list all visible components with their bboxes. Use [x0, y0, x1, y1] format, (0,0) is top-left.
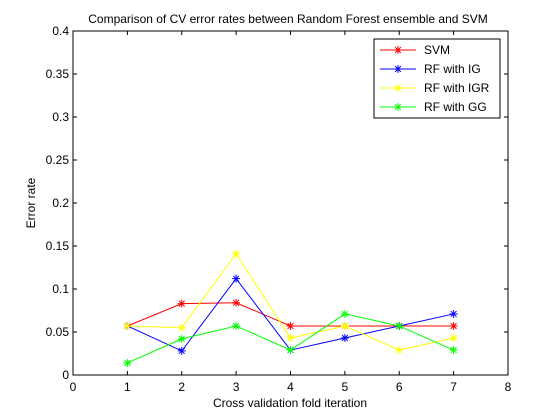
data-point	[395, 321, 404, 330]
data-point	[286, 346, 295, 355]
y-tick-label: 0.2	[52, 196, 69, 210]
legend-marker	[394, 46, 402, 54]
legend-label: RF with IG	[424, 62, 481, 76]
x-tick-label: 2	[178, 380, 185, 394]
data-point	[177, 323, 186, 332]
y-axis-label: Error rate	[24, 177, 38, 228]
data-point	[177, 334, 186, 343]
legend-entry: RF with IG	[380, 62, 481, 76]
data-point	[286, 321, 295, 330]
data-point	[449, 321, 458, 330]
y-tick-label: 0.05	[46, 325, 70, 339]
legend-box	[373, 38, 501, 119]
x-tick-label: 7	[450, 380, 457, 394]
data-point	[232, 321, 241, 330]
series-3	[123, 249, 458, 355]
legend: SVM RF with IG RF with IGR RF with GG	[373, 38, 501, 119]
legend-marker	[394, 103, 402, 111]
y-tick-label: 0.25	[46, 153, 70, 167]
legend-entry: SVM	[380, 43, 450, 57]
x-tick-label: 8	[505, 380, 512, 394]
y-tick-label: 0	[62, 368, 69, 382]
data-point	[123, 358, 132, 367]
data-point	[340, 334, 349, 343]
chart-title: Comparison of CV error rates between Ran…	[88, 12, 488, 26]
axis-ticks: 0 1 2 3 4 5 6 7 8 0 0.05 0.1 0.15 0.2 0.25 0.3 0.35 0.4	[46, 24, 512, 394]
x-tick-label: 1	[124, 380, 131, 394]
x-tick-label: 3	[233, 380, 240, 394]
data-point	[449, 346, 458, 355]
legend-marker	[394, 65, 402, 73]
legend-label: SVM	[424, 43, 450, 57]
data-point	[177, 299, 186, 308]
y-tick-label: 0.4	[52, 24, 69, 38]
x-tick-label: 5	[342, 380, 349, 394]
legend-label: RF with IGR	[424, 81, 490, 95]
data-point	[449, 334, 458, 343]
data-point	[232, 298, 241, 307]
x-axis-label: Cross validation fold iteration	[213, 396, 367, 410]
x-tick-label: 6	[396, 380, 403, 394]
series-layer	[123, 249, 458, 367]
x-tick-label: 0	[70, 380, 77, 394]
data-point	[340, 321, 349, 330]
data-point	[395, 346, 404, 355]
legend-entry: RF with IGR	[380, 81, 490, 95]
y-tick-label: 0.35	[46, 67, 70, 81]
y-tick-label: 0.1	[52, 282, 69, 296]
legend-label: RF with GG	[424, 100, 487, 114]
data-point	[232, 274, 241, 283]
data-point	[340, 309, 349, 318]
data-point	[177, 346, 186, 355]
legend-entry: RF with GG	[380, 100, 487, 114]
data-point	[286, 334, 295, 343]
x-tick-label: 4	[287, 380, 294, 394]
data-point	[232, 249, 241, 258]
y-tick-label: 0.3	[52, 110, 69, 124]
y-tick-label: 0.15	[46, 239, 70, 253]
legend-marker	[394, 84, 402, 92]
data-point	[123, 321, 132, 330]
series-4	[123, 309, 458, 367]
data-point	[449, 309, 458, 318]
